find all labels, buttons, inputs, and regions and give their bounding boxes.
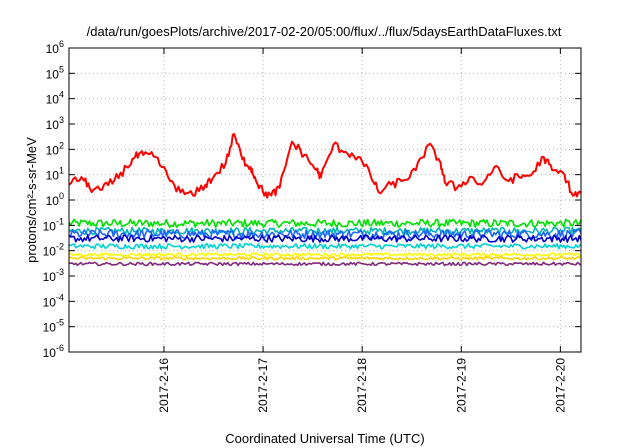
y-tick-label: 100 bbox=[46, 191, 64, 208]
series-layer bbox=[68, 133, 582, 267]
y-tick-label: 101 bbox=[46, 166, 64, 183]
series-line bbox=[68, 218, 582, 229]
y-tick-label: 102 bbox=[46, 140, 64, 157]
series-line bbox=[68, 234, 582, 243]
y-tick-label: 105 bbox=[46, 64, 64, 81]
y-tick-label: 10-5 bbox=[43, 318, 64, 335]
grid-lines bbox=[69, 48, 581, 352]
y-tick-label: 103 bbox=[46, 115, 64, 132]
x-tick-label: 2017-2-17 bbox=[256, 358, 270, 413]
y-tick-label: 10-6 bbox=[43, 343, 64, 360]
chart-title: /data/run/goesPlots/archive/2017-02-20/0… bbox=[87, 24, 562, 39]
x-tick-label: 2017-2-18 bbox=[355, 358, 369, 413]
y-tick-label: 10-3 bbox=[43, 267, 64, 284]
y-tick-label: 106 bbox=[46, 39, 64, 56]
x-axis-label: Coordinated Universal Time (UTC) bbox=[225, 431, 424, 446]
y-axis-ticks: 106 105 104 103 102 101 100 10-1 10-2 10-3 10-4 10-… bbox=[43, 39, 581, 360]
y-tick-label: 104 bbox=[46, 90, 64, 107]
x-axis-ticks: 2017-2-16 2017-2-17 2017-2-18 2017-2-19 2017… bbox=[157, 48, 567, 413]
y-axis-label: protons/cm²-s-sr-MeV bbox=[24, 137, 39, 263]
x-tick-label: 2017-2-19 bbox=[454, 358, 468, 413]
y-tick-label: 10-4 bbox=[43, 292, 64, 309]
series-line bbox=[68, 252, 582, 257]
series-line bbox=[68, 256, 582, 261]
series-line bbox=[68, 261, 582, 267]
x-tick-label: 2017-2-20 bbox=[553, 358, 567, 413]
x-tick-label: 2017-2-16 bbox=[157, 358, 171, 413]
series-line bbox=[68, 226, 582, 236]
series-line bbox=[68, 133, 582, 199]
y-tick-label: 10-1 bbox=[43, 216, 64, 233]
y-tick-label: 10-2 bbox=[43, 242, 64, 259]
series-line bbox=[68, 242, 582, 250]
series-line bbox=[68, 228, 582, 240]
